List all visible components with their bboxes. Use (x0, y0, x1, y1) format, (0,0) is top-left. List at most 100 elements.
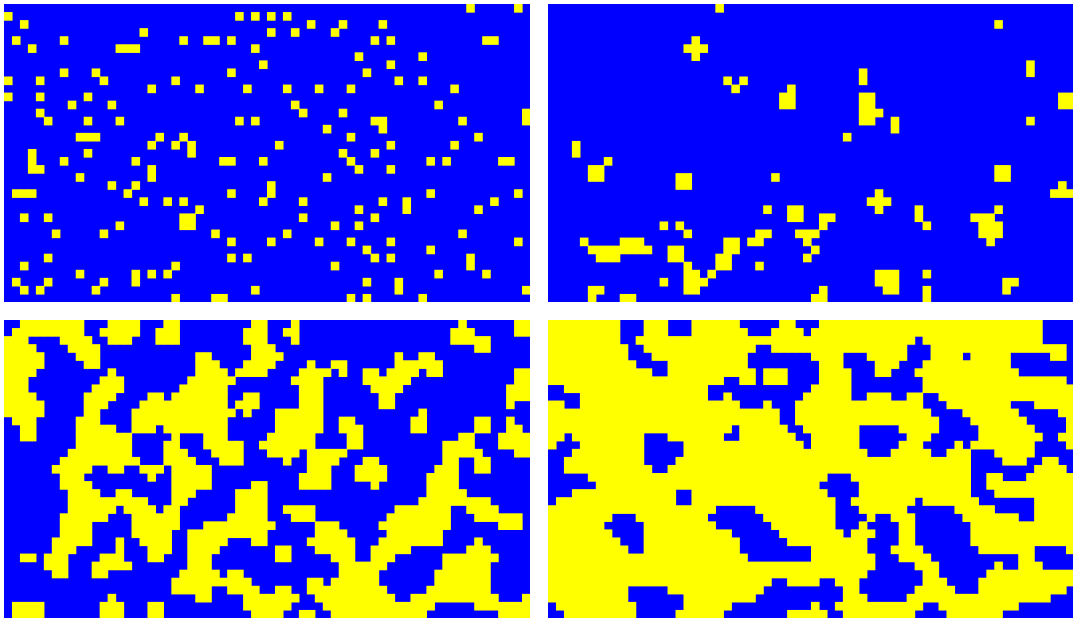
cell (994, 376, 1003, 386)
cell (434, 489, 443, 498)
cell (338, 553, 348, 563)
cell (394, 285, 404, 295)
cell (282, 593, 292, 603)
cell (243, 513, 252, 522)
cell (314, 456, 324, 466)
cell (731, 545, 740, 555)
cell (219, 376, 228, 386)
cell (858, 100, 868, 110)
cell (994, 585, 1003, 595)
cell (579, 529, 589, 539)
cell (1042, 400, 1051, 410)
cell (683, 416, 693, 426)
cell (490, 513, 499, 522)
cell (426, 529, 435, 539)
cell (986, 577, 995, 587)
cell (259, 497, 268, 506)
cell (826, 553, 836, 563)
cell (306, 20, 316, 29)
cell (548, 561, 557, 571)
cell (514, 448, 523, 458)
cell (27, 424, 37, 434)
cell (699, 497, 708, 506)
cell (715, 481, 724, 490)
cell (747, 432, 756, 442)
cell (450, 440, 459, 450)
cell (906, 448, 916, 458)
cell (643, 561, 653, 571)
cell (715, 400, 724, 410)
cell (11, 376, 21, 386)
cell (563, 553, 573, 563)
cell (882, 336, 892, 345)
cell (834, 400, 844, 410)
cell (651, 553, 661, 563)
cell (1034, 577, 1043, 587)
cell (362, 473, 372, 482)
cell (994, 577, 1003, 587)
cell (571, 352, 581, 361)
cell (219, 416, 228, 426)
cell (699, 384, 708, 394)
cell (986, 424, 995, 434)
cell (115, 336, 125, 345)
cell (171, 448, 180, 458)
cell (986, 432, 995, 442)
cell (779, 448, 788, 458)
cell (675, 577, 685, 587)
cell (667, 344, 677, 353)
cell (346, 432, 356, 442)
cell (211, 376, 220, 386)
cell (1026, 481, 1035, 490)
cell (187, 384, 196, 394)
cell (59, 36, 69, 45)
cell (771, 497, 780, 506)
cell (1018, 481, 1027, 490)
cell (195, 408, 204, 418)
cell (1018, 553, 1027, 563)
cell (699, 464, 708, 474)
cell (107, 497, 117, 506)
cell (779, 456, 788, 466)
cell (579, 553, 589, 563)
cell (826, 400, 836, 410)
cell (298, 376, 308, 386)
cell (195, 585, 204, 595)
cell (771, 432, 780, 442)
cell (994, 513, 1003, 522)
cell (506, 384, 515, 394)
cell (1034, 505, 1043, 514)
cell (1042, 521, 1051, 530)
cell (131, 408, 141, 418)
cell (683, 456, 693, 466)
cell (619, 464, 629, 474)
cell (826, 424, 836, 434)
cell (227, 36, 236, 45)
cell (986, 237, 995, 247)
cell (107, 100, 117, 110)
cell (635, 368, 645, 377)
cell (906, 489, 916, 498)
cell (203, 473, 212, 482)
cell (954, 360, 964, 369)
cell (707, 432, 716, 442)
cell (787, 344, 796, 353)
cell (338, 368, 348, 377)
cell (731, 352, 740, 361)
cell (707, 448, 716, 458)
cell (418, 497, 427, 506)
cell (619, 481, 629, 490)
cell (922, 432, 932, 442)
cell (1002, 521, 1011, 530)
cell (731, 368, 740, 377)
cell (739, 553, 748, 563)
cell (147, 505, 157, 514)
cell (627, 432, 637, 442)
cell (715, 489, 724, 498)
cell (107, 440, 117, 450)
cell (627, 360, 637, 369)
cell (866, 601, 876, 611)
cell (147, 464, 157, 474)
cell (267, 601, 276, 611)
cell (723, 245, 732, 255)
